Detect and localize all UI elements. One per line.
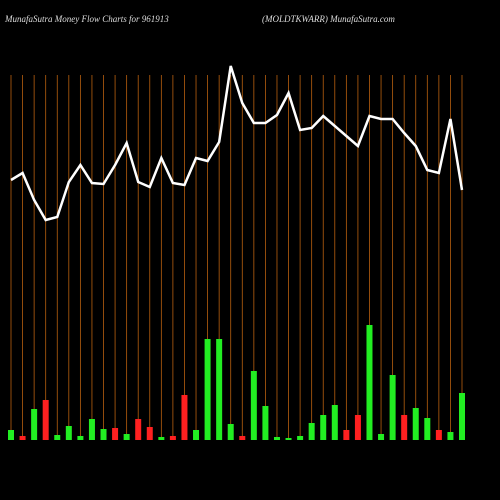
volume-bar [227, 424, 234, 440]
volume-bar [401, 415, 408, 440]
volume-bar [65, 426, 72, 440]
volume-bar [308, 423, 315, 440]
volume-bar [447, 432, 454, 440]
volume-bar [146, 427, 153, 440]
volume-bar [158, 437, 165, 440]
volume-bar [204, 339, 211, 440]
volume-bar [366, 325, 373, 440]
volume-bar [378, 434, 385, 440]
volume-bar [193, 430, 200, 440]
volume-bar [412, 408, 419, 440]
volume-bar [19, 436, 26, 440]
volume-bar [216, 339, 223, 440]
volume-bar [8, 430, 14, 440]
volume-bar [354, 415, 361, 440]
volume-bar [297, 436, 304, 440]
volume-bar [42, 400, 49, 440]
volume-bar [424, 418, 431, 440]
chart-subtitle: (MOLDTKWARR) MunafaSutra.com [262, 14, 395, 24]
volume-bar [169, 436, 176, 440]
volume-bar [435, 430, 442, 440]
volume-bar [389, 375, 396, 440]
volume-bar [123, 434, 130, 440]
volume-bar [239, 436, 246, 440]
volume-bar [135, 419, 142, 440]
volume-bar [343, 430, 350, 440]
volume-bar [273, 437, 280, 440]
volume-bar [88, 419, 95, 440]
chart-title: MunafaSutra Money Flow Charts for 961913 [4, 14, 169, 24]
volume-bar [250, 371, 257, 440]
volume-bar [285, 438, 292, 440]
money-flow-line [10, 65, 464, 222]
volume-bar [181, 395, 188, 440]
volume-bar [262, 406, 269, 440]
volume-bar [31, 409, 38, 440]
volume-bar [459, 393, 465, 440]
volume-bar [100, 429, 107, 440]
volume-bar [54, 435, 61, 440]
volume-bar [112, 428, 119, 440]
volume-bar [331, 405, 338, 440]
volume-bar [77, 436, 84, 440]
volume-bar [320, 415, 327, 440]
